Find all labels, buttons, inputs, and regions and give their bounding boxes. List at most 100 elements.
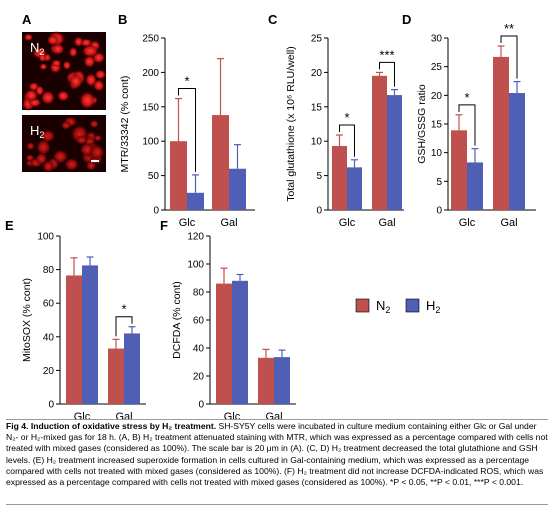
cell-blob xyxy=(81,44,100,58)
x-tick-label: Glc xyxy=(74,411,91,420)
bar-d-gal-h2 xyxy=(509,93,525,210)
significance-bracket xyxy=(458,104,476,146)
figure-canvas: A B C D E F N2 H2 050100150200250MTR/333… xyxy=(5,12,536,420)
y-tick-label: 10 xyxy=(431,148,443,159)
y-tick-label: 60 xyxy=(43,299,55,310)
y-axis-label: GSH/GSSG ratio xyxy=(416,84,428,164)
x-tick-label: Glc xyxy=(339,217,356,229)
y-tick-label: 100 xyxy=(37,232,54,243)
cell-blob xyxy=(38,53,47,63)
y-tick-label: 0 xyxy=(48,400,54,411)
significance-marker: * xyxy=(121,302,126,317)
cell-blob xyxy=(40,90,56,105)
cell-blob xyxy=(79,91,96,110)
bar-d-glc-h2 xyxy=(467,162,483,210)
y-tick-label: 40 xyxy=(193,344,205,355)
significance-marker: * xyxy=(344,110,349,125)
y-axis-label: DCFDA (% cont) xyxy=(171,281,183,359)
micrograph-h2: H2 xyxy=(22,115,106,173)
bar-e-glc-h2 xyxy=(82,265,98,404)
cell-blob xyxy=(68,73,83,90)
y-tick-label: 40 xyxy=(43,332,55,343)
cell-blob xyxy=(56,90,70,102)
cell-blob xyxy=(85,72,98,87)
y-tick-label: 50 xyxy=(148,171,160,182)
y-tick-label: 20 xyxy=(311,68,323,79)
y-axis-label: MTR/33342 (% cont) xyxy=(119,76,131,173)
cell-blob xyxy=(68,46,78,58)
cell-blob xyxy=(75,135,88,145)
caption-top-rule xyxy=(6,419,548,420)
y-tick-label: 20 xyxy=(193,372,205,383)
y-tick-label: 100 xyxy=(187,260,204,271)
x-tick-label: Glc xyxy=(224,411,241,420)
micrograph-h2-label: H2 xyxy=(30,123,44,140)
y-tick-label: 5 xyxy=(316,171,322,182)
x-tick-label: Gal xyxy=(378,217,395,229)
significance-marker: * xyxy=(464,90,469,105)
cell-blob xyxy=(51,59,62,68)
caption-bottom-rule xyxy=(6,504,548,505)
bar-b-glc-h2 xyxy=(187,192,204,210)
cell-blob xyxy=(34,152,48,166)
y-axis-label: Total glutathione (x 10⁶ RLU/well) xyxy=(285,46,297,201)
y-tick-label: 20 xyxy=(43,366,55,377)
caption-title: Fig 4. Induction of oxidative stress by … xyxy=(6,421,217,431)
bar-f-glc-h2 xyxy=(232,280,248,404)
significance-marker: ** xyxy=(504,21,514,36)
caption-body: SH-SY5Y cells were incubated in culture … xyxy=(6,421,548,488)
x-tick-label: Gal xyxy=(500,217,517,229)
chart-c: 0 5 10 15 20 25 Total glutathione (x 10⁶ RLU/w… xyxy=(285,34,404,229)
panel-letter-f: F xyxy=(160,218,168,233)
cell-blob xyxy=(83,55,96,69)
bar-e-glc-n2 xyxy=(66,275,82,404)
bar-f-glc-n2 xyxy=(216,283,232,404)
scale-bar xyxy=(91,160,99,162)
y-tick-label: 150 xyxy=(142,102,159,113)
cell-blob xyxy=(64,157,80,172)
cell-blob xyxy=(94,69,107,80)
x-tick-label: Gal xyxy=(265,411,282,420)
legend-label-n2: N2 xyxy=(376,298,390,315)
bar-f-gal-h2 xyxy=(274,357,290,404)
chart-b: 0 50 100 150 200 250 MTR/33342 (% cont) Glc Gal * xyxy=(119,34,255,229)
y-tick-label: 200 xyxy=(142,68,159,79)
bar-b-gal-n2 xyxy=(212,115,229,210)
significance-bracket xyxy=(379,61,395,87)
cell-blob xyxy=(46,34,59,46)
y-tick-label: 80 xyxy=(43,265,55,276)
y-tick-label: 0 xyxy=(153,206,159,217)
cell-blob xyxy=(35,138,52,156)
micrograph-n2-label: N2 xyxy=(30,40,44,57)
cell-blob xyxy=(80,38,93,48)
bar-c-gal-h2 xyxy=(387,95,402,210)
micrograph-n2: N2 xyxy=(21,30,107,111)
significance-marker: * xyxy=(184,74,189,89)
bar-f-gal-n2 xyxy=(258,357,274,404)
cell-blob xyxy=(62,60,72,71)
y-tick-label: 0 xyxy=(198,400,204,411)
significance-bracket xyxy=(115,316,133,337)
cell-blob xyxy=(89,144,105,161)
legend-swatch-n2 xyxy=(355,298,370,313)
x-tick-label: Gal xyxy=(115,411,132,420)
significance-bracket xyxy=(339,124,355,157)
cell-blob xyxy=(93,134,103,142)
significance-bracket xyxy=(500,35,518,79)
y-tick-label: 25 xyxy=(311,34,323,45)
bar-b-gal-h2 xyxy=(229,168,246,210)
bar-c-gal-n2 xyxy=(372,75,387,210)
significance-bracket xyxy=(178,88,196,172)
bar-c-glc-n2 xyxy=(332,146,347,210)
y-tick-label: 0 xyxy=(436,206,442,217)
legend-label-h2: H2 xyxy=(426,298,440,315)
y-tick-label: 250 xyxy=(142,34,159,45)
cell-blob xyxy=(39,129,56,143)
y-tick-label: 80 xyxy=(193,288,205,299)
x-tick-label: Gal xyxy=(220,217,237,229)
cell-blob xyxy=(26,141,35,151)
figure-caption: Fig 4. Induction of oxidative stress by … xyxy=(6,421,548,488)
chart-f: 0 20 40 60 80 100 120 DCFDA (% cont) Glc Gal xyxy=(171,232,296,420)
cell-blob xyxy=(39,63,48,71)
y-tick-label: 10 xyxy=(311,137,323,148)
